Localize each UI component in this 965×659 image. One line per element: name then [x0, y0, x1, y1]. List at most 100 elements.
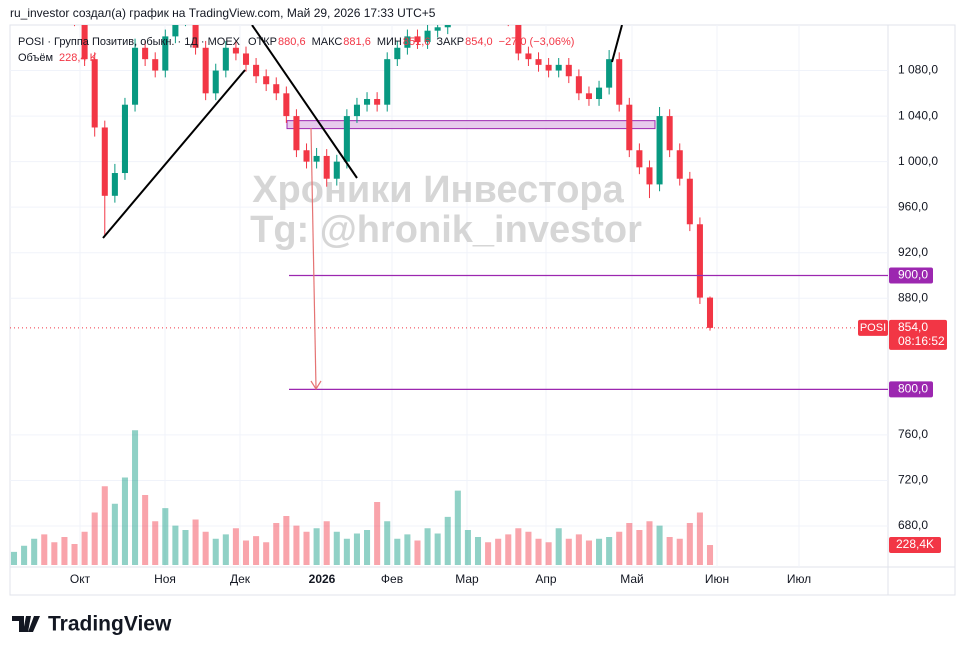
legend-open: 880,6 [278, 36, 306, 48]
volume-bar [515, 528, 522, 565]
candle-body [656, 116, 663, 185]
x-tick-label: Окт [70, 572, 91, 586]
candle-body [444, 25, 451, 28]
volume-bar [353, 533, 360, 565]
volume-bar [424, 528, 431, 565]
volume-bar [676, 538, 683, 565]
volume-bar [444, 516, 451, 565]
volume-bar [192, 519, 199, 565]
volume-bar [263, 542, 270, 565]
symbol-tag [858, 319, 888, 336]
drawings [102, 25, 623, 391]
candle-body [545, 64, 552, 71]
volume-bar [142, 495, 149, 565]
volume-bar [293, 525, 300, 565]
y-tick-label: 680,0 [898, 518, 928, 532]
candle-body [111, 173, 118, 196]
header: ru_investor создал(а) график на TradingV… [10, 6, 436, 20]
candle-body [364, 99, 371, 105]
x-tick-label: Ноя [154, 572, 176, 586]
x-tick-label: Дек [230, 572, 251, 586]
candle-body [41, 0, 47, 2]
volume-bar [61, 537, 68, 565]
candle-body [384, 59, 391, 105]
legend-low-label: МИН [377, 36, 402, 48]
volume-bar [626, 523, 633, 565]
volume-bar [474, 537, 482, 565]
volume-bar [111, 503, 118, 565]
volume-bar [182, 530, 189, 565]
candle-body [374, 99, 381, 105]
arrow-head [310, 380, 322, 391]
candle-body [565, 64, 572, 77]
x-tick-label: Мар [455, 572, 479, 586]
candle-body [555, 64, 562, 71]
volume-bar [21, 545, 28, 565]
x-tick-label: 2026 [309, 572, 336, 586]
volume-bar [585, 540, 592, 565]
candle-body [404, 36, 411, 48]
candle-body [222, 47, 229, 71]
volume-bar [71, 544, 78, 565]
volume-bar [51, 542, 58, 565]
candle-body [81, 25, 88, 60]
volume-tag [889, 537, 941, 554]
candle-body [434, 27, 441, 31]
candle-body [212, 70, 219, 94]
volume-bar [81, 531, 88, 565]
legend-close-label: ЗАКР [436, 36, 464, 48]
watermark: Tg: @hronik_investor [250, 209, 642, 251]
candle-body [626, 104, 633, 151]
y-tick-label: 720,0 [898, 473, 928, 487]
candle-body [91, 59, 98, 128]
volume-bar [535, 538, 542, 565]
volume-bar [121, 477, 128, 565]
volume-bar [394, 538, 401, 565]
candle-body [132, 47, 139, 105]
watermark: Хроники Инвестора [252, 169, 624, 211]
volume-bar [454, 490, 461, 565]
volume-bar [464, 530, 471, 565]
candle-body [414, 36, 421, 43]
volume-bar [253, 536, 260, 565]
candle-body [21, 0, 27, 2]
candle-body [293, 116, 300, 151]
symbol-label: POSI [860, 322, 886, 334]
x-tick-label: Май [620, 572, 644, 586]
volume-bar [374, 502, 381, 565]
y-tick-label: 1 000,0 [898, 154, 938, 168]
volume-bar [646, 521, 653, 565]
volume-bar [10, 551, 18, 565]
x-tick-label: Фев [381, 572, 403, 586]
legend-high: 881,6 [343, 36, 371, 48]
candle-body [515, 25, 522, 54]
candle-body [192, 25, 199, 48]
x-tick-label: Июл [787, 572, 811, 586]
footer-logo: TradingView [48, 613, 172, 636]
candle-body [253, 64, 260, 77]
y-tick-label: 920,0 [898, 245, 928, 259]
volume-bar [273, 523, 280, 565]
candle-body [172, 25, 179, 37]
volume-bar [152, 521, 159, 565]
candle-body [424, 30, 431, 43]
volume-bar [384, 521, 391, 565]
candle-body [202, 47, 209, 94]
candle-body [303, 150, 310, 162]
candle-body [242, 53, 250, 65]
trend-line [611, 25, 623, 63]
volume-bar [485, 542, 492, 565]
arrow [310, 127, 317, 389]
volume-bar [212, 538, 219, 565]
candle-body [152, 59, 159, 71]
legend-change: −27,0 (−3,06%) [499, 36, 575, 48]
candle-body [646, 167, 653, 185]
candle-body [263, 76, 270, 85]
candle-body [575, 76, 582, 94]
candle-body [606, 59, 613, 88]
volume-bar [162, 508, 169, 565]
logo: TradingView [12, 613, 172, 636]
volume-bar [202, 531, 209, 565]
x-tick-label: Апр [535, 572, 557, 586]
candle-body [455, 2, 461, 13]
